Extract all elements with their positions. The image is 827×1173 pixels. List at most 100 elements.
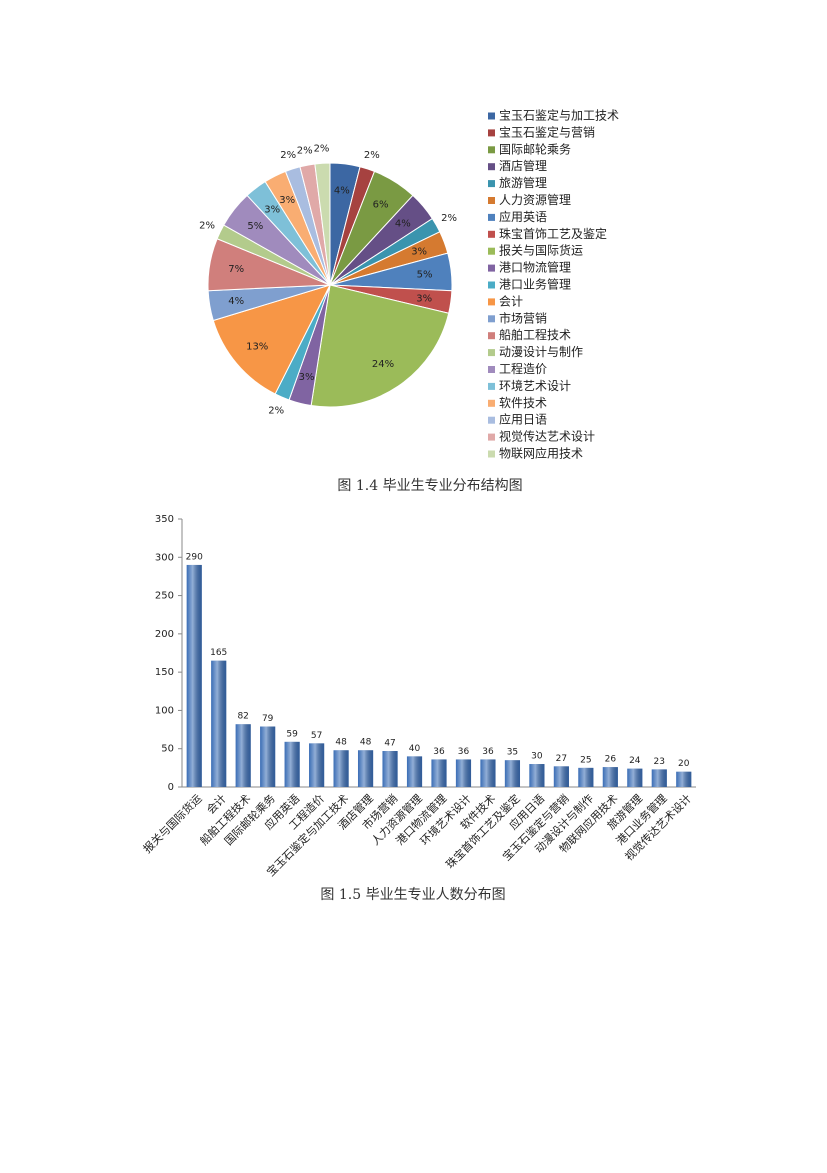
bar-shine: [602, 767, 618, 787]
pie-slice: [314, 162, 331, 286]
data-label: 2%: [199, 220, 215, 231]
legend-label: 视觉传达艺术设计: [499, 429, 595, 444]
bar-shine: [333, 750, 349, 787]
legend-swatch: [488, 332, 495, 340]
legend-label: 港口物流管理: [499, 260, 571, 275]
data-label: 36: [482, 747, 494, 757]
data-label: 2%: [314, 144, 330, 155]
bar-shine: [260, 726, 276, 787]
bar-shine: [235, 724, 251, 787]
y-tick-label: 50: [161, 744, 174, 755]
legend-label: 市场营销: [499, 310, 547, 325]
legend-swatch: [488, 416, 495, 424]
bar-shine: [382, 751, 398, 787]
data-label: 36: [458, 747, 470, 757]
data-label: 165: [210, 648, 227, 658]
legend-label: 应用英语: [499, 209, 547, 224]
data-label: 79: [262, 714, 274, 724]
legend-label: 宝玉石鉴定与加工技术: [499, 108, 619, 123]
legend-swatch: [488, 163, 495, 171]
legend-label: 旅游管理: [499, 175, 547, 190]
legend-label: 酒店管理: [499, 158, 547, 173]
y-tick-label: 250: [155, 591, 174, 602]
data-label: 48: [360, 738, 372, 748]
data-label: 26: [605, 755, 617, 765]
bar-shine: [504, 760, 521, 787]
legend-label: 应用日语: [499, 412, 547, 427]
data-label: 59: [286, 729, 298, 739]
legend-swatch: [488, 298, 495, 306]
data-label: 47: [384, 739, 395, 749]
legend-label: 国际邮轮乘务: [499, 141, 571, 156]
legend-swatch: [488, 264, 495, 272]
bar-shine: [357, 750, 374, 787]
legend-swatch: [488, 180, 495, 188]
data-label: 290: [186, 552, 203, 562]
data-label: 25: [580, 755, 591, 765]
data-label: 20: [678, 759, 690, 769]
data-label: 3%: [416, 293, 432, 304]
y-tick-label: 350: [155, 514, 174, 525]
y-tick-label: 200: [155, 629, 174, 640]
data-label: 3%: [411, 247, 427, 258]
bar-shine: [431, 759, 447, 787]
legend-label: 报关与国际货运: [499, 243, 583, 258]
data-label: 24: [629, 756, 641, 766]
bar-shine: [651, 769, 667, 787]
data-label: 30: [531, 752, 543, 762]
y-tick-label: 300: [155, 552, 174, 563]
legend-swatch: [488, 146, 495, 154]
legend-swatch: [488, 366, 495, 373]
legend-swatch: [488, 112, 495, 120]
legend-label: 港口业务管理: [499, 277, 571, 292]
data-label: 23: [654, 757, 665, 767]
data-label: 2%: [280, 150, 296, 161]
data-label: 35: [507, 748, 518, 758]
data-label: 48: [335, 738, 347, 748]
legend-swatch: [488, 247, 495, 255]
data-label: 13%: [246, 341, 268, 352]
bar-shine: [309, 743, 325, 787]
bar-shine: [553, 766, 569, 787]
legend-label: 环境艺术设计: [499, 378, 571, 393]
legend-label: 物联网应用技术: [499, 446, 583, 461]
y-tick-label: 150: [155, 667, 174, 678]
data-label: 2%: [364, 150, 380, 161]
legend-label: 会计: [499, 294, 523, 308]
bar-shine: [186, 564, 202, 787]
legend-label: 船舶工程技术: [499, 327, 571, 342]
figure-caption: 图 1.5 毕业生专业人数分布图: [320, 887, 505, 903]
legend-swatch: [488, 382, 495, 390]
legend-swatch: [488, 399, 495, 407]
data-label: 82: [237, 712, 248, 722]
legend-swatch: [488, 349, 495, 357]
data-label: 6%: [373, 199, 389, 210]
figure-caption: 图 1.4 毕业生专业分布结构图: [337, 478, 522, 494]
data-label: 36: [433, 747, 445, 757]
legend-label: 珠宝首饰工艺及鉴定: [499, 226, 607, 241]
data-label: 5%: [247, 221, 263, 232]
legend-label: 工程造价: [499, 361, 547, 376]
pie-slice: [212, 284, 331, 395]
y-tick-label: 0: [168, 782, 174, 793]
data-label: 24%: [372, 359, 394, 370]
pie-slice: [310, 284, 450, 408]
data-label: 27: [556, 754, 567, 764]
data-label: 2%: [441, 213, 457, 224]
bar-shine: [455, 759, 472, 787]
legend-swatch: [488, 450, 495, 458]
data-label: 4%: [228, 296, 244, 307]
data-label: 7%: [228, 264, 244, 275]
bar-shine: [480, 759, 496, 787]
bar-shine: [578, 767, 594, 787]
legend-swatch: [488, 197, 495, 204]
legend-label: 动漫设计与制作: [499, 345, 583, 359]
legend-swatch: [488, 315, 495, 323]
legend-label: 人力资源管理: [499, 192, 571, 207]
data-label: 40: [409, 744, 421, 754]
legend-label: 宝玉石鉴定与营销: [499, 124, 595, 139]
bar-shine: [676, 771, 692, 787]
legend-swatch: [488, 129, 495, 137]
data-label: 5%: [417, 270, 433, 281]
